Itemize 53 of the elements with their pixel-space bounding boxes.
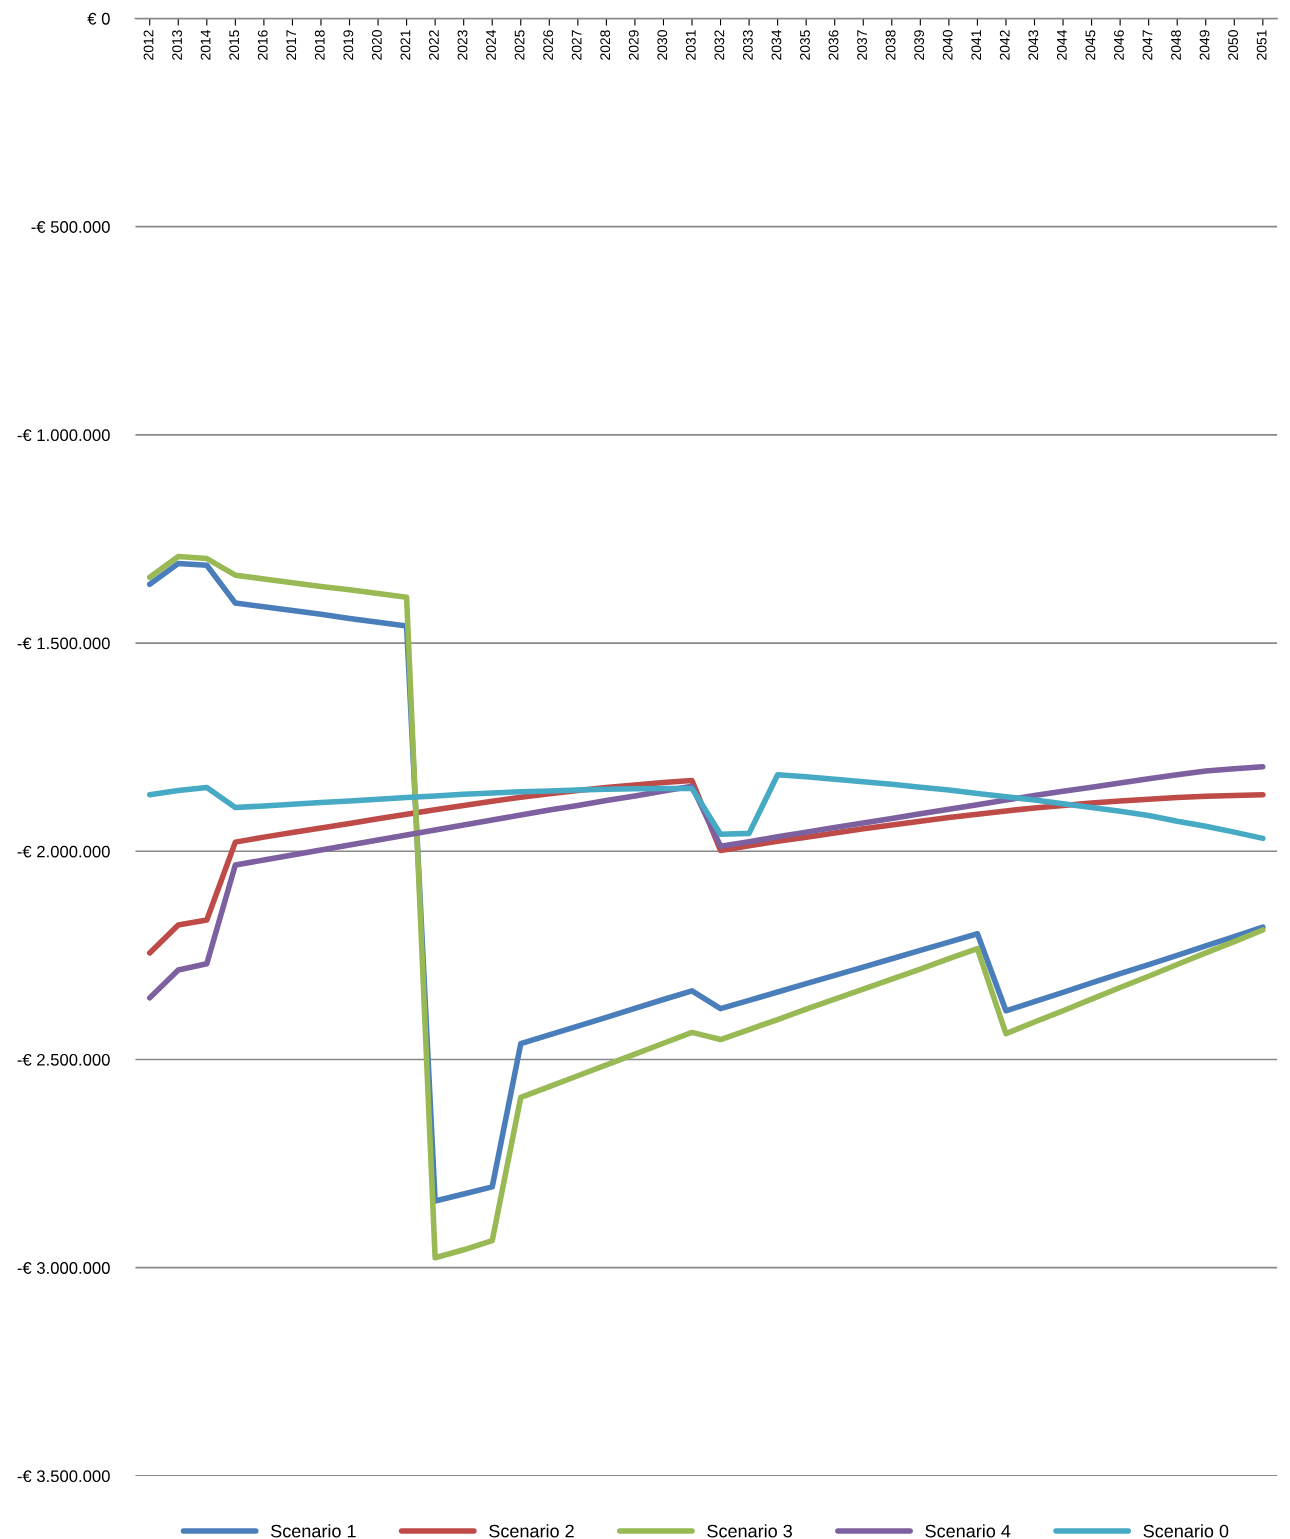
x-tick-label: 2032 [714,30,725,60]
x-tick-label: 2039 [914,30,925,60]
x-tick-label: 2014 [200,29,211,60]
x-tick-label: 2027 [571,30,582,60]
x-tick-label: 2033 [742,30,753,60]
x-tick-label: 2047 [1142,30,1153,60]
y-tick-label: -€ 3.000.000 [17,1262,110,1274]
x-tick-label: 2031 [685,30,696,60]
y-tick-label: -€ 2.000.000 [17,845,110,858]
x-tick-label: 2026 [543,30,554,60]
x-tick-label: 2038 [885,30,896,60]
x-tick-label: 2016 [257,30,268,60]
x-tick-label: 2041 [971,30,982,60]
x-tick-label: 2018 [314,30,325,60]
x-tick-label: 2044 [1056,29,1067,60]
legend-label: Scenario 1 [271,1524,356,1538]
x-tick-label: 2017 [286,30,297,60]
x-tick-label: 2025 [514,30,525,60]
x-tick-label: 2037 [857,30,867,60]
x-tick-label: 2042 [999,30,1010,60]
x-tick-label: 2051 [1256,30,1267,60]
x-tick-label: 2050 [1228,30,1239,60]
x-tick-label: 2012 [143,30,154,60]
x-tick-label: 2022 [429,30,439,60]
x-tick-label: 2021 [400,30,411,60]
x-tick-label: 2030 [657,30,668,60]
x-tick-label: 2049 [1199,30,1210,60]
x-tick-label: 2015 [229,30,240,60]
y-tick-label: -€ 500.000 [31,221,110,233]
x-tick-label: 2040 [942,30,953,60]
legend-label: Scenario 4 [925,1524,1011,1538]
x-tick-label: 2019 [343,30,354,60]
legend-label: Scenario 3 [707,1524,792,1538]
y-tick-label: -€ 1.500.000 [17,637,110,650]
x-tick-label: 2043 [1028,30,1039,60]
x-tick-label: 2028 [600,30,611,60]
x-tick-label: 2036 [828,30,839,60]
x-tick-label: 2045 [1085,30,1096,60]
y-tick-label: € 0 [87,12,110,25]
legend-label: Scenario 2 [489,1524,574,1538]
x-tick-label: 2034 [771,29,782,60]
x-tick-label: 2013 [172,30,182,60]
y-tick-label: -€ 1.000.000 [17,429,110,442]
y-tick-label: -€ 3.500.000 [17,1470,110,1483]
y-tick-label: -€ 2.500.000 [17,1053,110,1066]
x-tick-label: 2048 [1171,30,1181,60]
x-tick-label: 2020 [371,30,382,60]
x-tick-label: 2023 [457,30,468,60]
x-tick-label: 2046 [1114,30,1124,60]
x-tick-label: 2029 [628,30,639,60]
x-tick-label: 2024 [486,29,496,60]
x-tick-label: 2035 [800,30,810,60]
legend-label: Scenario 0 [1143,1524,1229,1538]
